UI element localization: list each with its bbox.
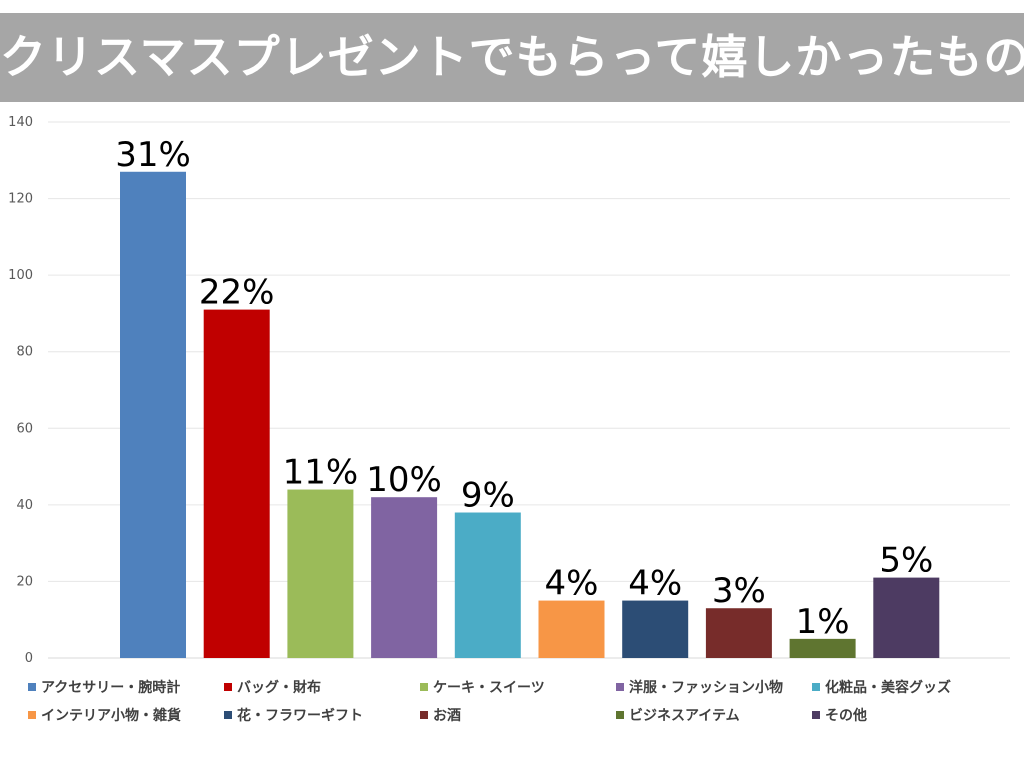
legend-swatch <box>28 711 36 719</box>
legend-label: 化粧品・美容グッズ <box>825 680 951 696</box>
legend-swatch <box>616 711 624 719</box>
legend-label: お酒 <box>433 708 461 724</box>
legend-swatch <box>616 683 624 691</box>
legend-swatch <box>224 683 232 691</box>
data-label: 4% <box>628 564 682 604</box>
legend-swatch <box>812 683 820 691</box>
legend-swatch <box>28 683 36 691</box>
bar <box>454 512 521 658</box>
legend-item: 化粧品・美容グッズ <box>812 678 1008 696</box>
legend-item: バッグ・財布 <box>224 678 420 696</box>
legend-item: 花・フラワーギフト <box>224 706 420 724</box>
bar <box>287 489 354 658</box>
legend-item: アクセサリー・腕時計 <box>28 678 224 696</box>
legend-label: ケーキ・スイーツ <box>433 680 545 696</box>
legend-item: ケーキ・スイーツ <box>420 678 616 696</box>
chart-title: クリスマスプレゼントでもらって嬉しかったもの <box>0 30 1024 84</box>
legend-label: バッグ・財布 <box>237 680 321 696</box>
legend-swatch <box>420 683 428 691</box>
legend-item: 洋服・ファッション小物 <box>616 678 812 696</box>
y-tick-label: 120 <box>8 192 33 207</box>
data-label: 5% <box>879 541 933 581</box>
y-tick-label: 40 <box>16 498 33 513</box>
data-label: 11% <box>283 453 359 493</box>
legend-label: アクセサリー・腕時計 <box>41 680 181 696</box>
bar <box>203 309 270 658</box>
title-banner: クリスマスプレゼントでもらって嬉しかったもの <box>0 13 1024 102</box>
bar <box>371 497 438 658</box>
y-tick-label: 100 <box>8 268 33 283</box>
bar <box>873 577 940 658</box>
legend-label: 花・フラワーギフト <box>237 708 363 724</box>
legend-item: インテリア小物・雑貨 <box>28 706 224 724</box>
bar <box>789 638 856 658</box>
data-label: 10% <box>366 460 442 500</box>
data-label: 4% <box>545 564 599 604</box>
chart-legend: アクセサリー・腕時計 バッグ・財布 ケーキ・スイーツ 洋服・ファッション小物 化粧品・美… <box>28 678 1008 724</box>
y-tick-label: 60 <box>16 421 33 436</box>
legend-label: その他 <box>825 708 867 724</box>
bar <box>705 608 772 658</box>
y-tick-label: 20 <box>16 574 33 589</box>
legend-swatch <box>224 711 232 719</box>
legend-item: ビジネスアイテム <box>616 706 812 724</box>
data-label: 22% <box>199 273 275 313</box>
data-label: 9% <box>461 476 515 516</box>
legend-label: インテリア小物・雑貨 <box>41 708 181 724</box>
legend-label: 洋服・ファッション小物 <box>629 680 783 696</box>
y-tick-label: 140 <box>8 115 33 130</box>
data-label: 1% <box>796 602 850 642</box>
legend-item: お酒 <box>420 706 616 724</box>
legend-swatch <box>812 711 820 719</box>
data-label: 31% <box>115 135 191 175</box>
legend-swatch <box>420 711 428 719</box>
legend-label: ビジネスアイテム <box>629 708 740 724</box>
legend-item: その他 <box>812 706 1008 724</box>
bar <box>120 171 186 658</box>
y-tick-label: 0 <box>25 651 33 666</box>
bar <box>622 600 689 658</box>
data-label: 3% <box>712 571 766 611</box>
y-tick-label: 80 <box>16 345 33 360</box>
bar <box>538 600 605 658</box>
